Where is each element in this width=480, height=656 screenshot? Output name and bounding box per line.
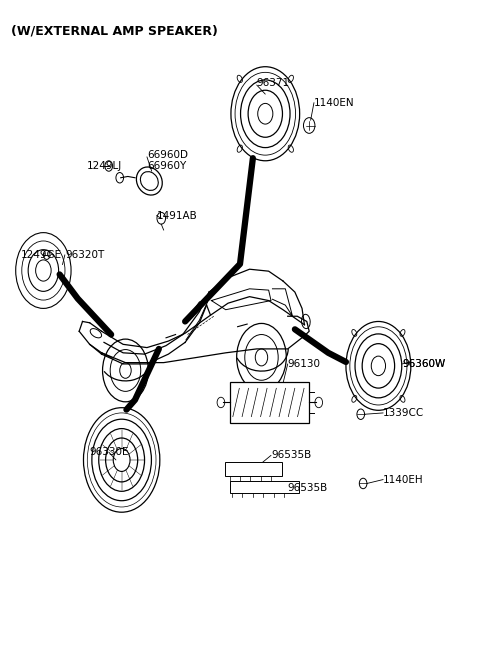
Text: 1249GE: 1249GE — [21, 250, 61, 260]
Text: 96130: 96130 — [288, 359, 321, 369]
Text: 96535B: 96535B — [288, 483, 328, 493]
Text: 96371: 96371 — [257, 78, 290, 88]
Text: 1140EN: 1140EN — [314, 98, 355, 108]
Text: 66960Y: 66960Y — [147, 161, 186, 171]
Bar — [230, 382, 309, 422]
Text: (W/EXTERNAL AMP SPEAKER): (W/EXTERNAL AMP SPEAKER) — [11, 24, 218, 37]
Text: 96535B: 96535B — [271, 451, 311, 461]
Text: 1339CC: 1339CC — [383, 408, 424, 418]
Bar — [229, 481, 299, 493]
Text: 96330E: 96330E — [90, 447, 129, 457]
Bar — [225, 462, 282, 476]
Text: 66960D: 66960D — [147, 150, 188, 160]
Text: 1140EH: 1140EH — [383, 474, 424, 485]
Text: 1491AB: 1491AB — [156, 211, 197, 220]
Text: 1249LJ: 1249LJ — [87, 161, 122, 171]
Text: 96360W: 96360W — [402, 359, 445, 369]
Text: 96320T: 96320T — [66, 250, 105, 260]
Text: 96360W: 96360W — [402, 359, 445, 369]
